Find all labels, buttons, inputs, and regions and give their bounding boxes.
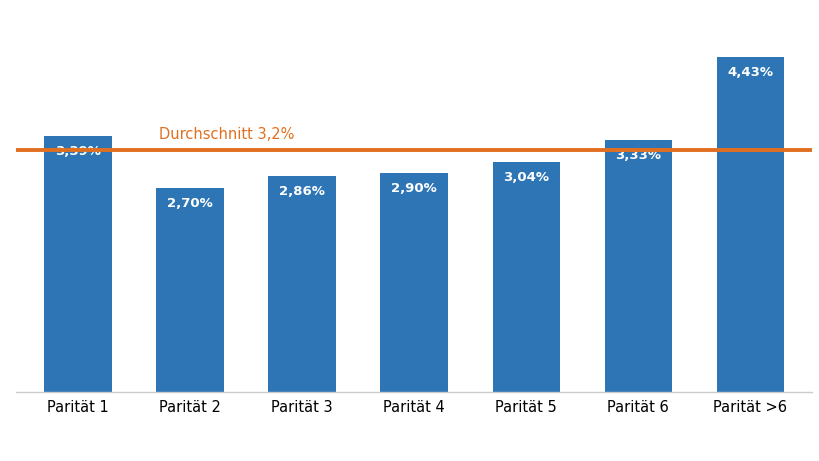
Bar: [268, 176, 335, 392]
Bar: [492, 162, 559, 392]
Bar: [156, 188, 224, 392]
Text: 2,86%: 2,86%: [278, 185, 324, 198]
Text: 3,33%: 3,33%: [614, 149, 660, 162]
Text: 2,70%: 2,70%: [167, 197, 213, 210]
Bar: [380, 172, 447, 392]
Bar: [604, 140, 671, 392]
Text: Durchschnitt 3,2%: Durchschnitt 3,2%: [159, 127, 294, 142]
Text: 3,39%: 3,39%: [55, 145, 101, 158]
Bar: [716, 57, 783, 392]
Text: 3,04%: 3,04%: [503, 171, 549, 184]
Text: 2,90%: 2,90%: [391, 182, 437, 195]
Text: 4,43%: 4,43%: [726, 66, 772, 79]
Bar: [44, 136, 111, 392]
